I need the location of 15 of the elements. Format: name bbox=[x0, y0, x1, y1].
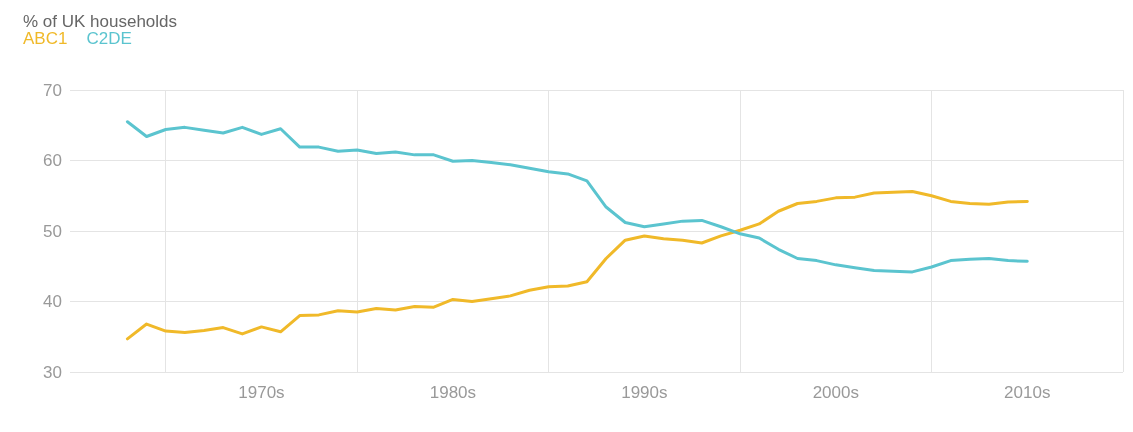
x-tick-label: 2010s bbox=[1004, 383, 1051, 402]
x-tick-label: 1990s bbox=[621, 383, 668, 402]
x-tick-label: 2000s bbox=[812, 383, 859, 402]
line-series bbox=[125, 190, 1029, 341]
y-tick-label: 60 bbox=[43, 151, 62, 170]
text: ABC1 bbox=[23, 29, 68, 48]
text: C2DE bbox=[86, 29, 132, 48]
chart-title: % of UK households bbox=[23, 12, 178, 31]
line-series bbox=[125, 120, 1029, 274]
x-tick-label: 1980s bbox=[429, 383, 477, 402]
y-tick-label: 30 bbox=[43, 362, 62, 382]
x-tick-label: 1970s bbox=[238, 383, 285, 402]
y-tick-label: 50 bbox=[43, 221, 62, 241]
y-tick-label: 40 bbox=[43, 292, 62, 311]
y-tick-label: 70 bbox=[43, 80, 62, 100]
